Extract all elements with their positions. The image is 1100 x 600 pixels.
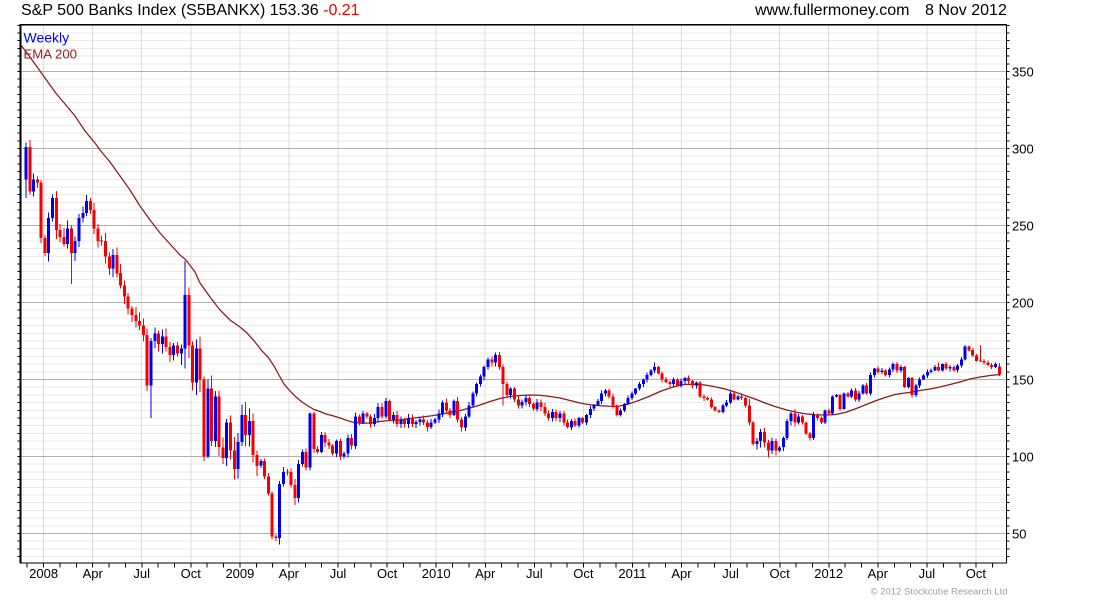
svg-text:Jul: Jul	[133, 566, 150, 581]
svg-text:Apr: Apr	[868, 566, 889, 581]
svg-text:2012: 2012	[814, 566, 843, 581]
svg-text:350: 350	[1012, 65, 1034, 80]
svg-text:© 2012 Stockcube Research Ltd: © 2012 Stockcube Research Ltd	[871, 587, 1008, 598]
svg-text:Apr: Apr	[83, 566, 104, 581]
svg-text:S&P 500 Banks Index (S5BANKX): S&P 500 Banks Index (S5BANKX) 153.36 -0.…	[21, 2, 360, 19]
svg-text:8 Nov 2012: 8 Nov 2012	[925, 2, 1007, 19]
svg-text:Apr: Apr	[671, 566, 692, 581]
svg-text:Jul: Jul	[919, 566, 936, 581]
svg-text:Jul: Jul	[526, 566, 543, 581]
svg-text:2008: 2008	[29, 566, 58, 581]
svg-text:Oct: Oct	[966, 566, 987, 581]
svg-text:Oct: Oct	[181, 566, 202, 581]
svg-text:Jul: Jul	[330, 566, 347, 581]
svg-text:2009: 2009	[225, 566, 254, 581]
svg-text:www.fullermoney.com: www.fullermoney.com	[754, 2, 909, 19]
svg-text:Weekly: Weekly	[24, 30, 70, 46]
svg-text:EMA 200: EMA 200	[24, 47, 78, 62]
svg-text:Apr: Apr	[475, 566, 496, 581]
svg-text:2010: 2010	[422, 566, 451, 581]
svg-text:Oct: Oct	[769, 566, 790, 581]
svg-text:Jul: Jul	[722, 566, 739, 581]
svg-text:2011: 2011	[618, 566, 646, 581]
svg-text:Apr: Apr	[279, 566, 300, 581]
svg-text:250: 250	[1012, 219, 1034, 234]
svg-text:Oct: Oct	[573, 566, 594, 581]
svg-text:200: 200	[1012, 296, 1034, 311]
svg-text:150: 150	[1012, 373, 1034, 388]
svg-text:Oct: Oct	[377, 566, 398, 581]
svg-text:300: 300	[1012, 142, 1034, 157]
svg-text:50: 50	[1012, 527, 1026, 542]
svg-text:100: 100	[1012, 450, 1034, 465]
